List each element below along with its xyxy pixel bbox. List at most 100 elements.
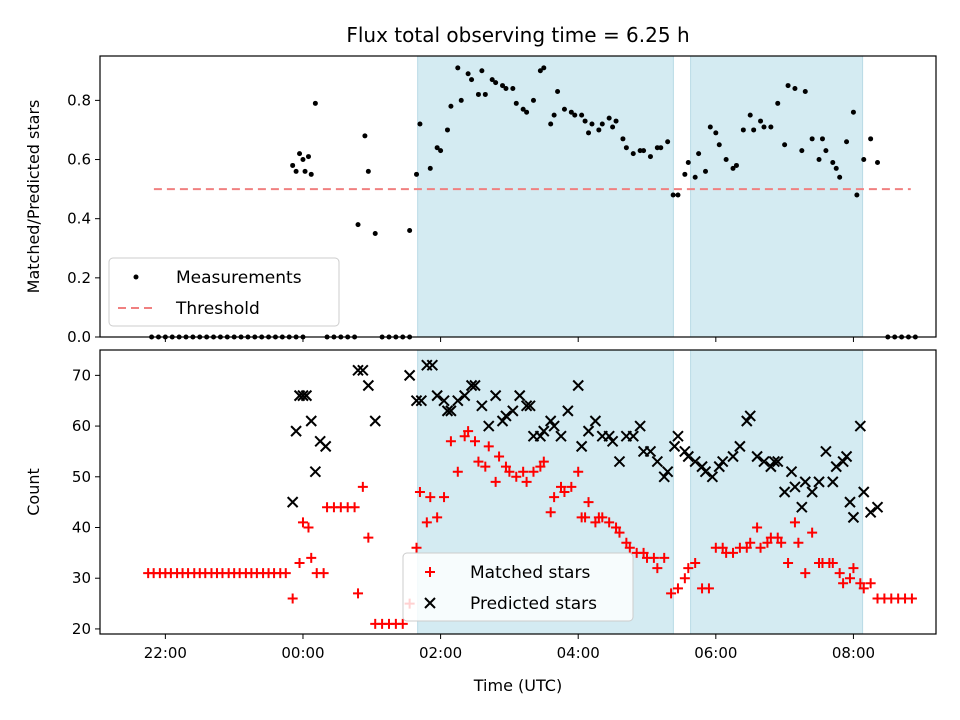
data-point — [858, 583, 869, 594]
legend-marker — [425, 567, 435, 577]
data-point — [528, 466, 539, 477]
data-point — [300, 157, 306, 163]
data-point — [445, 405, 457, 417]
data-point — [672, 430, 684, 442]
data-point — [679, 445, 691, 458]
data-point — [692, 174, 698, 180]
data-point — [297, 517, 308, 528]
data-point — [838, 578, 849, 589]
data-point — [783, 558, 794, 568]
data-point — [661, 466, 674, 478]
chart-title: Flux total observing time = 6.25 h — [346, 23, 689, 47]
data-point — [865, 578, 876, 589]
data-point — [778, 486, 791, 498]
data-point — [682, 171, 688, 177]
data-point — [716, 142, 722, 148]
data-point — [702, 168, 708, 174]
data-point — [604, 517, 615, 528]
data-point — [696, 151, 702, 157]
data-point — [906, 593, 917, 604]
data-point — [357, 481, 368, 492]
data-point — [758, 118, 764, 124]
data-point — [458, 97, 464, 103]
data-point — [713, 460, 725, 473]
data-point — [827, 558, 838, 568]
data-point — [723, 157, 729, 163]
data-point — [613, 118, 619, 124]
data-point — [465, 71, 471, 77]
data-point — [469, 379, 481, 392]
data-point — [568, 109, 574, 115]
data-point — [520, 106, 526, 112]
data-point — [844, 139, 850, 145]
data-point — [561, 106, 567, 112]
data-point — [785, 83, 791, 89]
data-point — [303, 522, 314, 533]
data-point — [751, 127, 757, 133]
data-point — [575, 440, 588, 453]
data-point — [768, 124, 774, 130]
data-point — [848, 563, 859, 574]
x-tick-label: 00:00 — [281, 644, 324, 662]
data-point — [624, 542, 635, 553]
legend-label: Measurements — [176, 268, 302, 288]
data-point — [806, 486, 818, 498]
data-point — [717, 542, 728, 553]
data-point — [579, 112, 585, 118]
shaded-interval — [417, 55, 674, 338]
data-point — [768, 455, 781, 468]
data-point — [665, 139, 671, 145]
data-point — [548, 121, 554, 127]
data-point — [597, 512, 608, 523]
data-point — [500, 461, 511, 472]
data-point — [521, 476, 532, 487]
data-point — [524, 109, 530, 115]
data-point — [713, 130, 719, 136]
data-point — [496, 415, 509, 427]
data-point — [425, 492, 436, 503]
data-point — [696, 460, 708, 473]
data-point — [755, 542, 766, 553]
data-point — [503, 86, 509, 92]
data-point — [747, 112, 753, 118]
series-matched-stars — [143, 426, 917, 629]
legend-marker — [424, 597, 436, 609]
data-point — [809, 136, 815, 142]
legend: Matched stars Predicted stars — [402, 552, 634, 622]
data-point — [297, 151, 303, 157]
data-point — [482, 91, 488, 97]
data-point — [610, 124, 616, 130]
data-point — [355, 222, 361, 228]
data-point — [707, 124, 713, 130]
data-point — [448, 103, 454, 109]
data-point — [549, 492, 560, 503]
data-point — [493, 80, 499, 86]
series-predicted-stars — [286, 359, 884, 524]
data-point — [562, 405, 574, 417]
data-point — [459, 431, 470, 442]
data-point — [426, 359, 439, 371]
data-point — [410, 395, 423, 407]
x-tick-label: 04:00 — [557, 644, 600, 662]
data-point — [421, 517, 432, 528]
data-point — [535, 461, 546, 472]
data-point — [294, 558, 305, 568]
y-tick-label: 0.4 — [67, 210, 91, 228]
data-point — [820, 445, 832, 458]
axes-frame — [99, 55, 937, 338]
data-point — [483, 420, 495, 432]
data-point — [280, 568, 291, 579]
data-point — [556, 481, 567, 492]
data-point — [490, 476, 501, 487]
data-point — [666, 588, 677, 599]
data-point — [789, 517, 800, 528]
data-point — [644, 445, 657, 458]
data-point — [518, 466, 529, 477]
data-point — [727, 450, 739, 463]
data-point — [475, 91, 481, 97]
data-point — [415, 395, 428, 407]
y-axis-label: Matched/Predicted stars — [24, 100, 43, 294]
y-tick-label: 60 — [72, 417, 91, 435]
data-point — [844, 573, 855, 584]
